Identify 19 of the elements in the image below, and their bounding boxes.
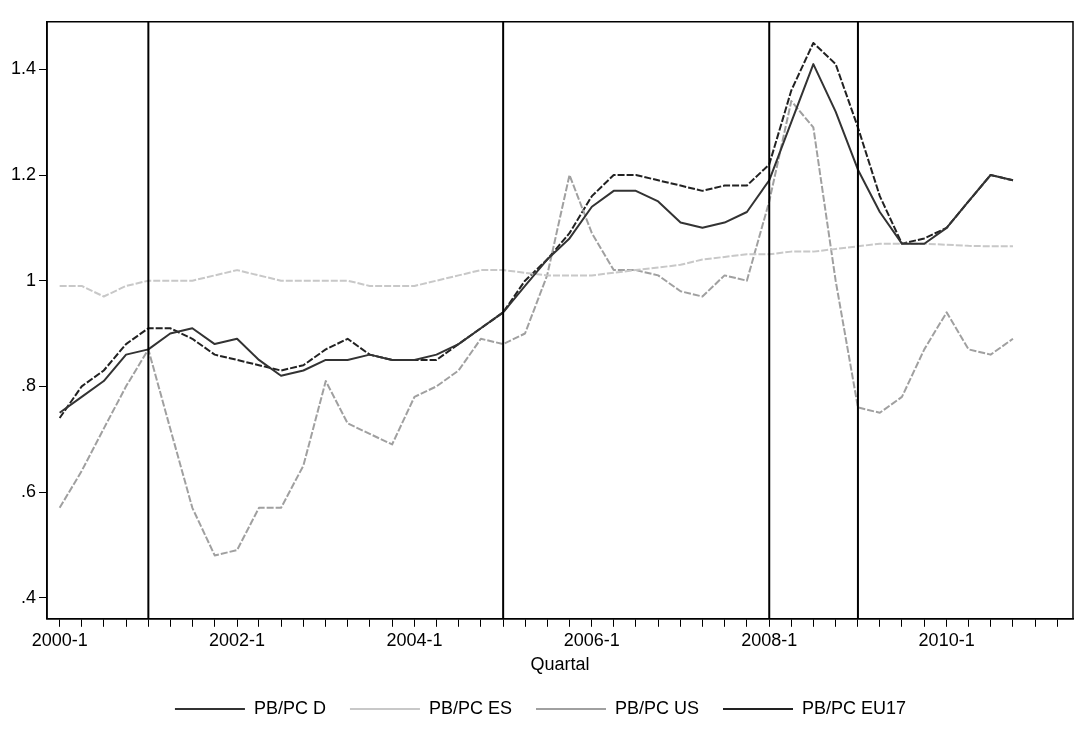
y-tick-label: 1.2 — [10, 163, 37, 184]
x-tick-label: 2010-1 — [918, 629, 975, 650]
x-tick-label: 2002-1 — [209, 629, 266, 650]
line-series — [58, 100, 1014, 557]
x-tick-label: 2004-1 — [386, 629, 443, 650]
x-tick-label: 2008-1 — [741, 629, 798, 650]
y-tick-label: 1 — [26, 269, 37, 290]
legend-label: PB/PC D — [253, 697, 326, 718]
x-tick-label: 2006-1 — [563, 629, 620, 650]
x-tick-label: 2000-1 — [31, 629, 88, 650]
y-tick-label: .8 — [21, 375, 37, 396]
y-tick-label: 1.4 — [10, 58, 37, 79]
legend-label: PB/PC EU17 — [802, 697, 907, 718]
y-tick-label: .4 — [21, 586, 37, 607]
line-series — [58, 242, 1014, 298]
legend-label: PB/PC ES — [428, 697, 512, 718]
legend-label: PB/PC US — [614, 697, 700, 718]
x-axis-title: Quartal — [530, 654, 590, 675]
y-tick-label: .6 — [21, 480, 37, 501]
